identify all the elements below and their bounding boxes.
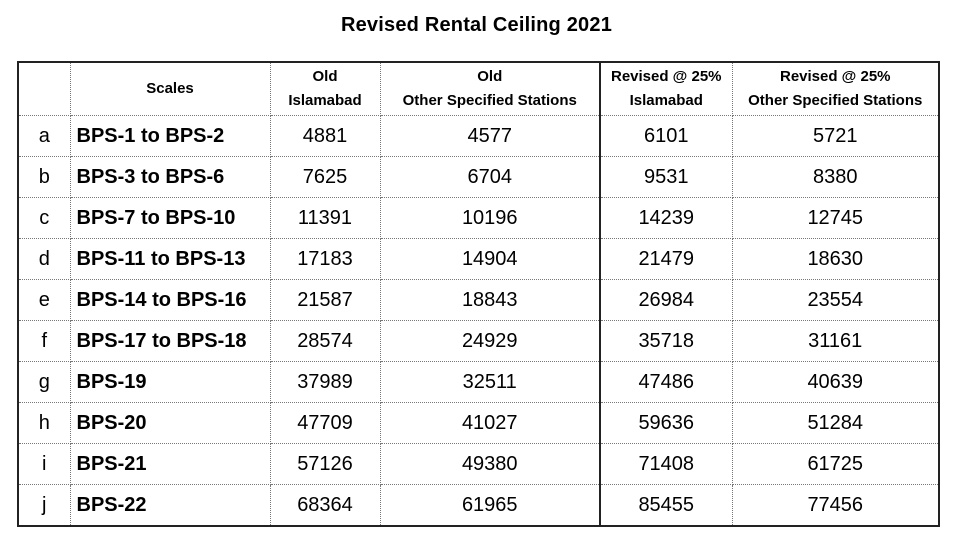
cell-old-islamabad: 68364 [269,484,381,527]
cell-old-other: 18843 [379,279,601,321]
table-row: j BPS-22 68364 61965 85455 77456 [17,484,940,527]
cell-revised-other: 8380 [731,156,940,198]
cell-revised-other: 12745 [731,197,940,239]
cell-revised-islamabad: 85455 [599,484,733,527]
row-scale: BPS-3 to BPS-6 [69,156,271,198]
header-scales: Scales [69,61,271,116]
cell-old-islamabad: 57126 [269,443,381,485]
header-revised-other-line2: Other Specified Stations [748,92,923,109]
row-scale: BPS-1 to BPS-2 [69,115,271,157]
cell-revised-islamabad: 6101 [599,115,733,157]
cell-old-other: 14904 [379,238,601,280]
header-old-islamabad: Old Islamabad [269,61,381,116]
rental-ceiling-table: Scales Old Islamabad Old Other Specified… [17,61,940,527]
cell-old-islamabad: 28574 [269,320,381,362]
table-header-row: Scales Old Islamabad Old Other Specified… [17,61,940,116]
row-scale: BPS-19 [69,361,271,403]
row-index: h [17,402,71,444]
header-revised-other: Revised @ 25% Other Specified Stations [731,61,940,116]
row-scale: BPS-21 [69,443,271,485]
table-row: e BPS-14 to BPS-16 21587 18843 26984 235… [17,279,940,321]
cell-revised-islamabad: 35718 [599,320,733,362]
cell-old-islamabad: 7625 [269,156,381,198]
cell-old-other: 24929 [379,320,601,362]
header-index [17,61,71,116]
header-revised-islamabad-line1: Revised @ 25% [610,68,722,85]
row-scale: BPS-20 [69,402,271,444]
table-row: d BPS-11 to BPS-13 17183 14904 21479 186… [17,238,940,280]
cell-revised-other: 5721 [731,115,940,157]
cell-old-islamabad: 4881 [269,115,381,157]
row-scale: BPS-14 to BPS-16 [69,279,271,321]
table-row: g BPS-19 37989 32511 47486 40639 [17,361,940,403]
row-scale: BPS-22 [69,484,271,527]
cell-revised-islamabad: 26984 [599,279,733,321]
cell-revised-other: 31161 [731,320,940,362]
cell-old-islamabad: 47709 [269,402,381,444]
row-scale: BPS-17 to BPS-18 [69,320,271,362]
cell-old-other: 32511 [379,361,601,403]
cell-old-other: 10196 [379,197,601,239]
table-row: b BPS-3 to BPS-6 7625 6704 9531 8380 [17,156,940,198]
cell-old-islamabad: 21587 [269,279,381,321]
cell-revised-other: 61725 [731,443,940,485]
header-revised-other-line1: Revised @ 25% [779,68,891,85]
cell-revised-other: 23554 [731,279,940,321]
cell-old-other: 49380 [379,443,601,485]
cell-old-islamabad: 37989 [269,361,381,403]
cell-revised-islamabad: 59636 [599,402,733,444]
cell-old-other: 4577 [379,115,601,157]
header-revised-islamabad: Revised @ 25% Islamabad [599,61,733,116]
header-revised-islamabad-line2: Islamabad [629,92,703,109]
row-index: c [17,197,71,239]
cell-revised-other: 77456 [731,484,940,527]
cell-revised-other: 51284 [731,402,940,444]
table-row: h BPS-20 47709 41027 59636 51284 [17,402,940,444]
cell-old-other: 6704 [379,156,601,198]
cell-revised-islamabad: 21479 [599,238,733,280]
row-index: j [17,484,71,527]
table-row: c BPS-7 to BPS-10 11391 10196 14239 1274… [17,197,940,239]
header-old-other: Old Other Specified Stations [379,61,601,116]
header-old-islamabad-line1: Old [312,68,338,85]
page-title: Revised Rental Ceiling 2021 [340,14,613,36]
row-index: g [17,361,71,403]
cell-old-other: 41027 [379,402,601,444]
header-old-other-line1: Old [477,68,503,85]
cell-revised-islamabad: 47486 [599,361,733,403]
cell-old-islamabad: 11391 [269,197,381,239]
table-row: i BPS-21 57126 49380 71408 61725 [17,443,940,485]
row-index: a [17,115,71,157]
cell-revised-islamabad: 14239 [599,197,733,239]
row-scale: BPS-11 to BPS-13 [69,238,271,280]
cell-old-islamabad: 17183 [269,238,381,280]
row-index: e [17,279,71,321]
header-old-other-line2: Other Specified Stations [402,92,577,109]
row-scale: BPS-7 to BPS-10 [69,197,271,239]
cell-revised-islamabad: 71408 [599,443,733,485]
row-index: i [17,443,71,485]
cell-revised-other: 18630 [731,238,940,280]
row-index: f [17,320,71,362]
cell-revised-other: 40639 [731,361,940,403]
cell-revised-islamabad: 9531 [599,156,733,198]
row-index: b [17,156,71,198]
table-row: f BPS-17 to BPS-18 28574 24929 35718 311… [17,320,940,362]
table-row: a BPS-1 to BPS-2 4881 4577 6101 5721 [17,115,940,157]
row-index: d [17,238,71,280]
cell-old-other: 61965 [379,484,601,527]
header-old-islamabad-line2: Islamabad [288,92,362,109]
